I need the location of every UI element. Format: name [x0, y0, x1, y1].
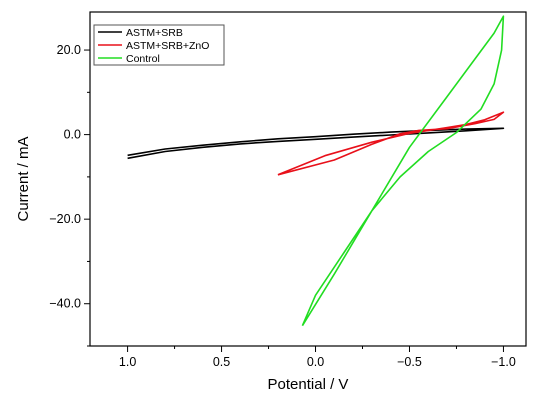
legend-label-astm-srb-zno: ASTM+SRB+ZnO	[126, 40, 209, 52]
series-line-astm-srb	[127, 127, 505, 160]
x-tick-label: −0.5	[397, 355, 422, 369]
x-axis-title: Potential / V	[268, 376, 349, 393]
y-axis-title: Current / mA	[15, 136, 32, 221]
x-tick-label: 0.5	[213, 355, 230, 369]
y-tick-label: −20.0	[49, 212, 81, 226]
series-line-astm-srb-zno	[277, 111, 505, 176]
x-tick-label: −1.0	[491, 355, 516, 369]
legend: ASTM+SRB ASTM+SRB+ZnO Control	[93, 24, 225, 66]
x-tick-label: 0.0	[307, 355, 324, 369]
y-tick-label: 0.0	[64, 128, 81, 142]
tick-layer: 1.0 0.5 0.0 −0.5 −1.0 20.0 0.0 −20.0 −40.0	[49, 43, 515, 369]
legend-label-astm-srb: ASTM+SRB	[126, 27, 183, 39]
series-line-control	[301, 15, 505, 327]
y-tick-label: −40.0	[49, 297, 81, 311]
series-layer	[127, 15, 505, 327]
x-tick-label: 1.0	[119, 355, 136, 369]
y-tick-label: 20.0	[57, 43, 81, 57]
legend-label-control: Control	[126, 53, 160, 65]
plot-frame	[89, 11, 527, 347]
